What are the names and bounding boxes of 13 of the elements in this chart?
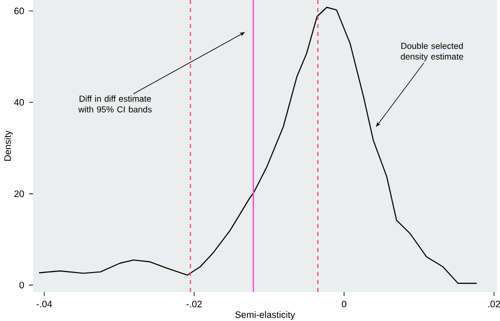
x-tick-label: -.04 xyxy=(36,300,52,308)
y-axis-title: Density xyxy=(4,130,13,161)
annotation: Double selected density estimate xyxy=(400,42,464,62)
x-tick-label: .02 xyxy=(488,300,500,308)
line-series xyxy=(38,6,478,284)
annotation: Diff in diff estimate with 95% CI bands xyxy=(78,95,152,112)
y-tick-label: 0 xyxy=(19,282,24,288)
y-tick-label: 60 xyxy=(14,8,24,14)
x-tick-label: 0 xyxy=(342,300,346,308)
y-tick-label: 40 xyxy=(14,99,24,106)
x-tick-label: -.02 xyxy=(186,300,202,308)
x-axis-title: Semi-elasticity xyxy=(235,311,296,320)
y-tick-label: 20 xyxy=(14,190,24,198)
